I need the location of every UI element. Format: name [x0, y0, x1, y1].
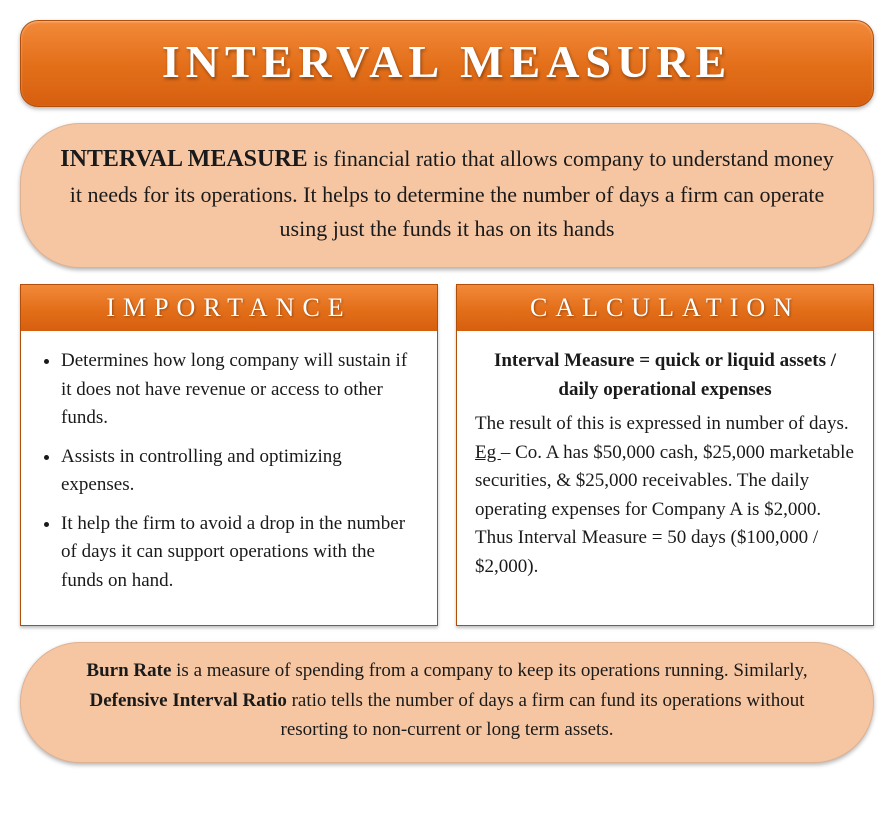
calculation-header: CALCULATION: [457, 285, 873, 331]
burn-rate-label: Burn Rate: [86, 660, 171, 681]
importance-header: IMPORTANCE: [21, 285, 437, 331]
calculation-result-line: The result of this is expressed in numbe…: [475, 410, 855, 439]
definition-box: INTERVAL MEASURE is financial ratio that…: [20, 123, 874, 268]
burn-rate-text: is a measure of spending from a company …: [171, 660, 807, 681]
importance-panel: IMPORTANCE Determines how long company w…: [20, 284, 438, 626]
calculation-example-result: Thus Interval Measure = 50 days ($100,00…: [475, 524, 855, 581]
calculation-example: Eg – Co. A has $50,000 cash, $25,000 mar…: [475, 439, 855, 525]
list-item: It help the firm to avoid a drop in the …: [61, 510, 419, 596]
importance-list: Determines how long company will sustain…: [39, 347, 419, 595]
list-item: Determines how long company will sustain…: [61, 347, 419, 433]
calculation-formula: Interval Measure = quick or liquid asset…: [475, 347, 855, 404]
columns-container: IMPORTANCE Determines how long company w…: [20, 284, 874, 626]
calculation-panel: CALCULATION Interval Measure = quick or …: [456, 284, 874, 626]
footer-box: Burn Rate is a measure of spending from …: [20, 642, 874, 762]
definition-term: INTERVAL MEASURE: [60, 146, 307, 172]
importance-body: Determines how long company will sustain…: [21, 331, 437, 625]
dir-text: ratio tells the number of days a firm ca…: [281, 690, 805, 740]
example-body: – Co. A has $50,000 cash, $25,000 market…: [475, 442, 854, 520]
dir-label: Defensive Interval Ratio: [90, 690, 287, 711]
calculation-body: Interval Measure = quick or liquid asset…: [457, 331, 873, 625]
main-title: INTERVAL MEASURE: [162, 36, 732, 87]
example-label: Eg: [475, 442, 501, 463]
list-item: Assists in controlling and optimizing ex…: [61, 443, 419, 500]
title-banner: INTERVAL MEASURE: [20, 20, 874, 107]
